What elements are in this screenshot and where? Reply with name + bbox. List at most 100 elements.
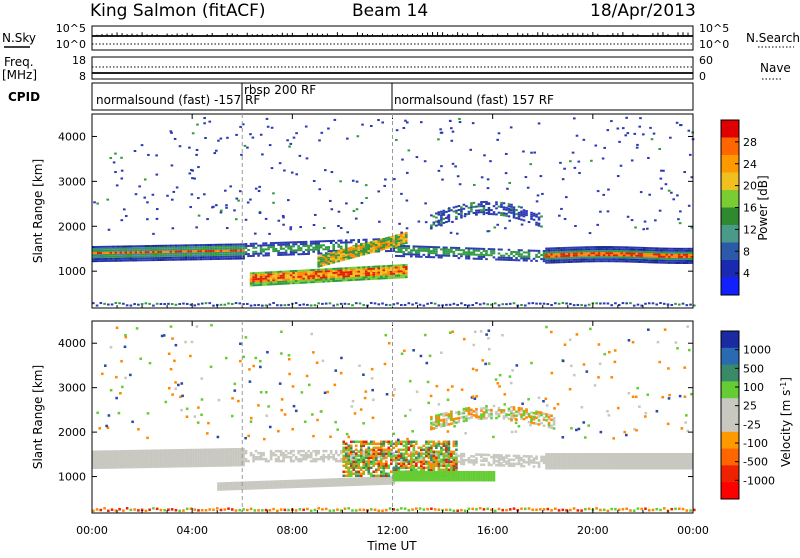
velocity-cell [355, 441, 358, 444]
power-cell [257, 276, 260, 278]
power-cell [177, 253, 180, 255]
power-cell [620, 165, 623, 167]
velocity-cell [155, 449, 158, 452]
velocity-cell [395, 451, 398, 454]
power-cell [553, 261, 556, 263]
power-cell [633, 261, 636, 263]
power-cell [267, 271, 270, 273]
power-cell [415, 302, 418, 304]
power-cell [513, 302, 516, 304]
power-cell [648, 251, 651, 253]
velocity-cell [655, 453, 658, 456]
power-cell [375, 250, 378, 252]
power-cell [160, 255, 163, 257]
power-cell [568, 257, 571, 259]
power-cell [503, 259, 506, 261]
velocity-cell [302, 450, 305, 453]
power-cell [362, 239, 365, 241]
power-cell [487, 187, 490, 189]
velocity-cell [337, 460, 340, 463]
velocity-cell [380, 471, 383, 474]
power-cell [142, 251, 145, 253]
power-cell [475, 213, 478, 215]
power-cell [262, 276, 265, 278]
power-cell [520, 213, 523, 215]
power-cell [297, 282, 300, 284]
power-cell [575, 259, 578, 261]
power-cell [448, 207, 451, 209]
power-cell [365, 241, 368, 243]
power-cell [171, 199, 174, 201]
power-cell [468, 255, 471, 257]
power-cell [269, 144, 272, 146]
power-cell [465, 253, 468, 255]
power-cell [548, 260, 551, 262]
velocity-cell [420, 461, 423, 464]
power-cell [395, 269, 398, 271]
power-cell [478, 211, 481, 213]
power-cell [267, 277, 270, 279]
power-cell [250, 245, 253, 247]
velocity-cell [292, 480, 295, 483]
power-cell [96, 203, 99, 205]
power-cell [480, 205, 483, 207]
power-cell [300, 243, 303, 245]
velocity-cell [360, 467, 363, 470]
power-cell [483, 154, 486, 156]
power-cell [355, 251, 358, 253]
power-cell [250, 255, 253, 257]
power-cell [441, 179, 444, 181]
power-cell [367, 246, 370, 248]
power-cell [182, 255, 185, 257]
power-cell [679, 222, 682, 224]
velocity-cell [355, 453, 358, 456]
power-cell [357, 269, 360, 271]
power-cell [222, 248, 225, 250]
power-cell [340, 260, 343, 262]
power-cell [425, 248, 428, 250]
power-cell [653, 259, 656, 261]
power-cell [545, 262, 548, 264]
power-cell [357, 247, 360, 249]
cpid-panel: CPID normalsound (fast) -157 RF rbsp 200… [8, 83, 693, 110]
power-cell [106, 199, 109, 201]
power-cell [433, 224, 436, 226]
power-cell [513, 259, 516, 261]
power-cell [377, 190, 380, 192]
power-cell [448, 249, 451, 251]
power-cell [395, 241, 398, 243]
velocity-cell [275, 450, 278, 453]
power-cell [360, 279, 363, 281]
power-cell [297, 253, 300, 255]
power-cell [523, 211, 526, 213]
power-cell [478, 256, 481, 258]
power-cell [435, 254, 438, 256]
power-cell [282, 279, 285, 281]
power-cell [357, 239, 360, 241]
power-cell [400, 266, 403, 268]
power-cell [653, 257, 656, 259]
velocity-cell [345, 461, 348, 464]
power-cell [255, 243, 258, 245]
power-cell [377, 265, 380, 267]
nsky-tick-high: 10^5 [56, 22, 86, 35]
velocity-cell [202, 449, 205, 452]
power-cell [643, 251, 646, 253]
velocity-cell [357, 455, 360, 458]
power-cell [398, 277, 401, 279]
power-cell [175, 249, 178, 251]
power-cell [688, 258, 691, 260]
power-cell [398, 270, 401, 272]
power-cell [523, 213, 526, 215]
power-cell [574, 167, 577, 169]
velocity-cell [398, 463, 401, 466]
power-cell [486, 212, 489, 214]
power-cell [345, 258, 348, 260]
power-cell [475, 254, 478, 256]
power-cell [550, 257, 553, 259]
power-cell [122, 252, 125, 254]
power-cell [405, 274, 408, 276]
power-cell [645, 259, 648, 261]
power-cell [201, 303, 204, 305]
power-cell [172, 227, 175, 229]
